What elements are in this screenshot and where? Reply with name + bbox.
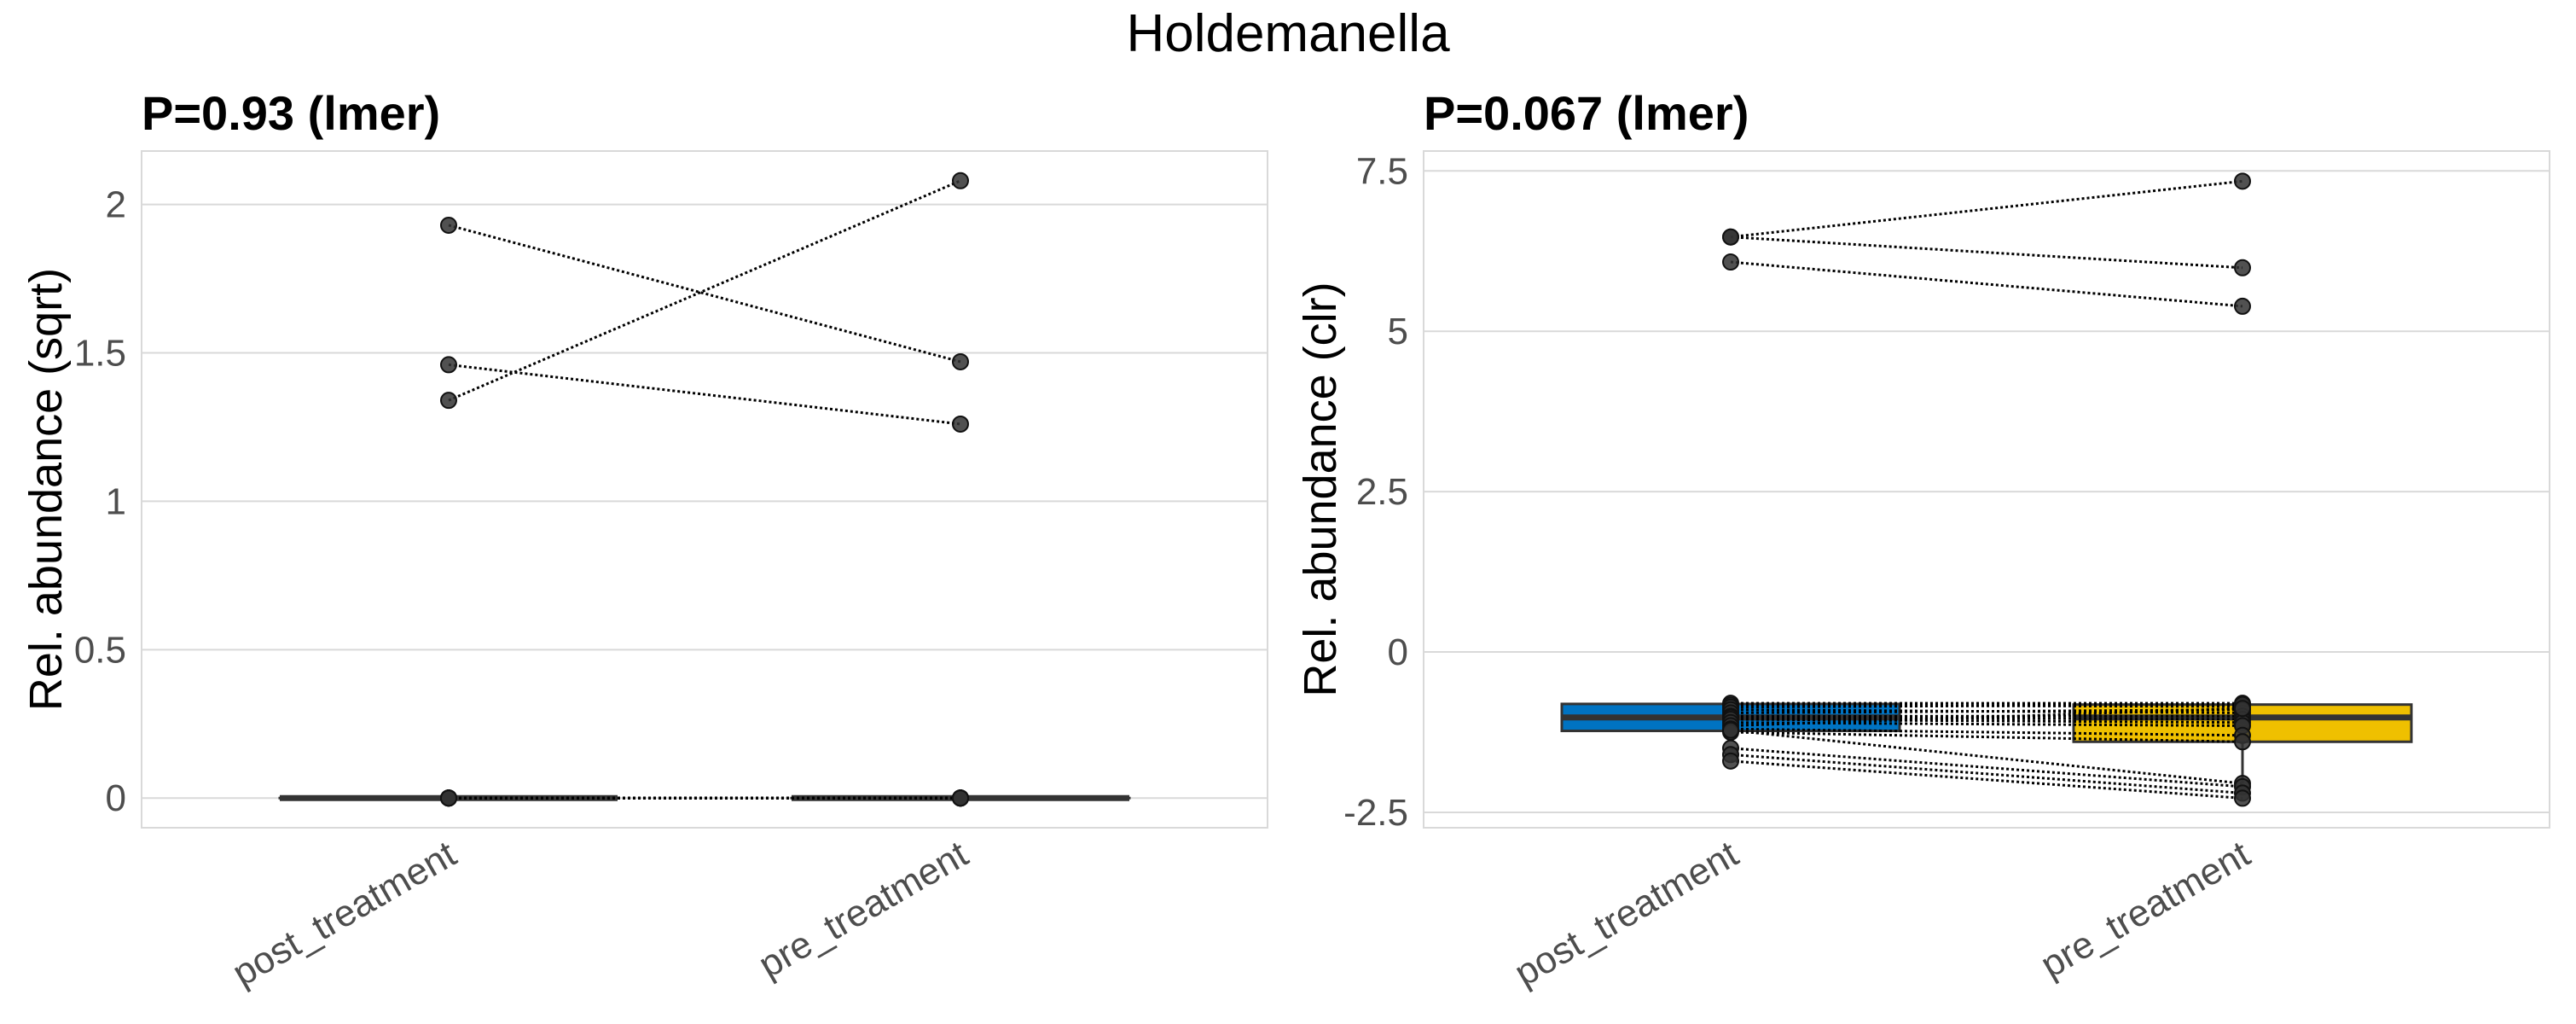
paired-line bbox=[1730, 729, 2243, 785]
data-point bbox=[952, 172, 969, 189]
y-tick-label: 0 bbox=[106, 777, 126, 819]
panel-border bbox=[141, 150, 1268, 829]
data-point bbox=[2234, 259, 2251, 276]
panel-sqrt: P=0.93 (lmer) 0 0.5 1 1.5 2 Rel. abundance (sq… bbox=[20, 86, 1268, 994]
data-point bbox=[2234, 297, 2251, 315]
y-tick-label: 2 bbox=[106, 184, 126, 226]
x-tick-label: pre_treatment bbox=[751, 833, 975, 986]
panel-title: P=0.067 (lmer) bbox=[1424, 86, 1749, 140]
data-point bbox=[2234, 789, 2251, 807]
y-tick-label: 2.5 bbox=[1356, 471, 1408, 513]
y-tick-label: 5 bbox=[1388, 311, 1408, 352]
data-point bbox=[2234, 733, 2251, 751]
paired-line bbox=[1730, 730, 2243, 743]
data-point bbox=[440, 356, 457, 374]
y-tick-label: 7.5 bbox=[1356, 150, 1408, 192]
paired-line bbox=[1730, 718, 2243, 724]
y-tick-label: 0 bbox=[1388, 631, 1408, 673]
data-point bbox=[440, 392, 457, 410]
paired-line bbox=[1730, 747, 2243, 788]
data-point bbox=[440, 789, 457, 807]
data-point bbox=[2234, 700, 2251, 718]
paired-line bbox=[1730, 260, 2243, 308]
data-point bbox=[1722, 752, 1739, 770]
data-point bbox=[952, 789, 969, 807]
paired-line bbox=[1730, 727, 2243, 737]
paired-line bbox=[1730, 707, 2243, 727]
data-point bbox=[952, 352, 969, 370]
y-tick-label: -2.5 bbox=[1343, 792, 1408, 834]
panel-clr: P=0.067 (lmer) -2.5 0 2.5 5 7.5 Rel. abundance… bbox=[1295, 86, 2550, 994]
paired-line bbox=[448, 179, 961, 402]
data-point bbox=[1722, 228, 1739, 246]
x-tick-label: post_treatment bbox=[225, 833, 463, 994]
paired-line bbox=[1730, 179, 2243, 239]
paired-line bbox=[1730, 721, 2243, 727]
data-point bbox=[1722, 721, 1739, 739]
y-tick-label: 0.5 bbox=[74, 629, 126, 671]
y-axis-label: Rel. abundance (clr) bbox=[1295, 282, 1346, 696]
panel-title: P=0.93 (lmer) bbox=[142, 86, 440, 140]
paired-line bbox=[1730, 703, 2243, 709]
x-tick-label: post_treatment bbox=[1507, 833, 1745, 994]
paired-line bbox=[1730, 759, 2243, 800]
data-point bbox=[2234, 172, 2251, 190]
data-point bbox=[1722, 253, 1739, 271]
y-tick-label: 1.5 bbox=[74, 333, 126, 375]
y-tick-label: 1 bbox=[106, 480, 126, 522]
paired-line bbox=[448, 224, 961, 364]
paired-line bbox=[1730, 716, 2243, 721]
paired-line bbox=[1730, 753, 2243, 794]
y-axis-label: Rel. abundance (sqrt) bbox=[20, 268, 72, 711]
x-tick-label: pre_treatment bbox=[2034, 833, 2257, 986]
data-point bbox=[440, 216, 457, 234]
data-point bbox=[952, 415, 969, 433]
panel-border bbox=[1423, 150, 2550, 829]
paired-line bbox=[448, 363, 961, 426]
paired-line bbox=[1730, 236, 2243, 270]
figure-title: Holdemanella bbox=[1126, 4, 1450, 63]
